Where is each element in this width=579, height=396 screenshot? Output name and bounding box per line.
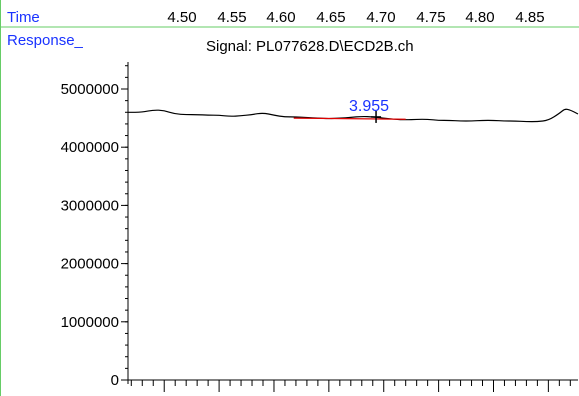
x-tick-label: 4.80 [465,9,494,26]
y-tick-label: 3000000 [61,197,119,214]
y-tick-label: 5000000 [61,81,119,98]
y-axis: 0 1000000 2000000 3000000 4000000 5000000 [61,62,129,389]
x-tick-label: 4.60 [266,9,295,26]
x-tick-label: 4.65 [316,9,345,26]
y-axis-name: Response_ [7,32,84,49]
peak-annotation: 3.955 [293,98,406,123]
x-tick-label: 4.70 [366,9,395,26]
x-axis-name: Time [7,9,40,26]
x-tick-label: 4.55 [217,9,246,26]
x-tick-labels: 4.50 4.55 4.60 4.65 4.70 4.75 4.80 4.85 [167,9,544,26]
y-tick-label: 1000000 [61,314,119,331]
signal-title: Signal: PL077628.D\ECD2B.ch [206,38,414,55]
peak-label: 3.955 [349,98,389,115]
series-group [128,108,579,123]
x-tick-label: 4.75 [416,9,445,26]
x-axis [128,379,578,392]
series-line [128,108,579,123]
x-tick-label: 4.85 [515,9,544,26]
y-tick-label: 4000000 [61,139,119,156]
peak-baseline [293,117,406,120]
y-tick-label: 0 [111,372,119,389]
y-tick-label: 2000000 [61,256,119,273]
x-tick-label: 4.50 [167,9,196,26]
